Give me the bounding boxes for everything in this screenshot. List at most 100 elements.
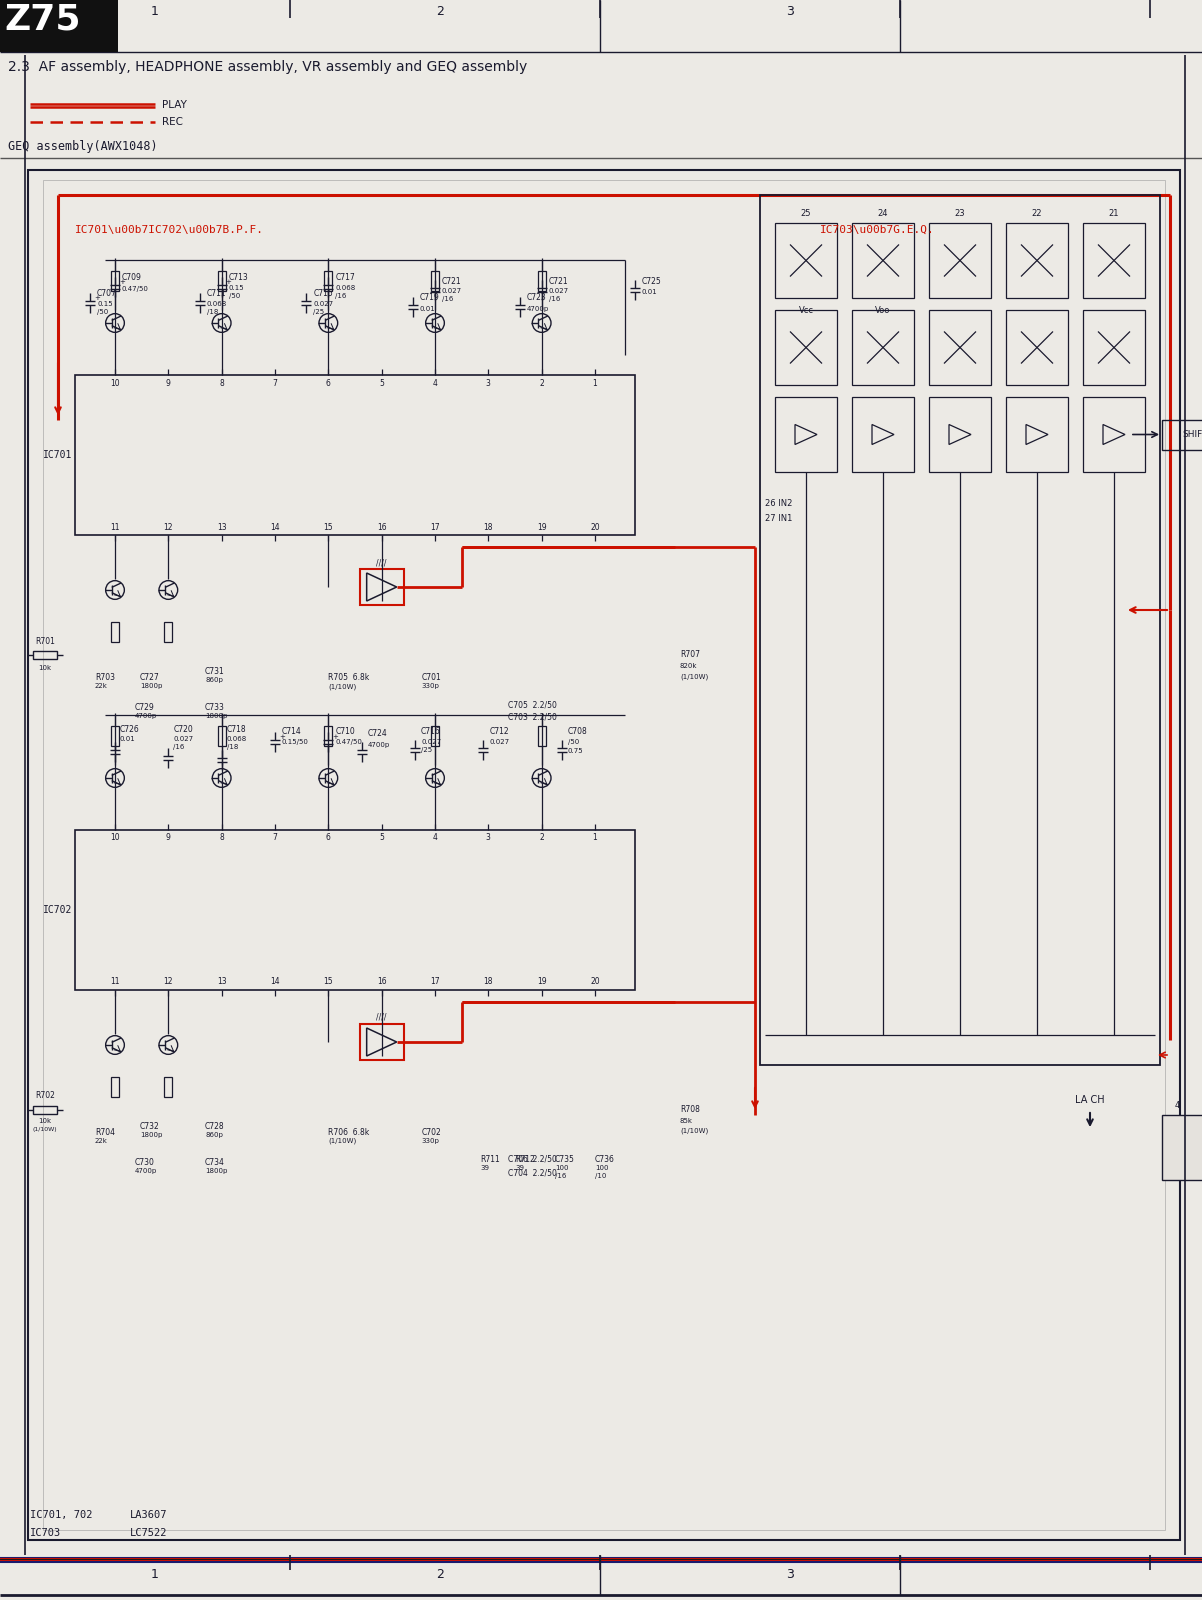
Text: 0.027: 0.027 [421, 739, 441, 746]
Text: LC7522: LC7522 [130, 1528, 167, 1538]
Text: 0.47/50: 0.47/50 [121, 286, 149, 291]
Text: C733: C733 [206, 702, 225, 712]
Text: C705  2.2/50: C705 2.2/50 [508, 701, 558, 709]
Text: 20: 20 [590, 523, 600, 531]
Text: C709: C709 [121, 272, 142, 282]
Bar [325, 726, 332, 746]
Text: C728: C728 [206, 1122, 225, 1131]
Text: /16: /16 [335, 293, 346, 299]
Text: C702: C702 [422, 1128, 441, 1138]
Text: 24: 24 [877, 208, 888, 218]
Text: C714: C714 [282, 728, 302, 736]
Text: 25: 25 [801, 208, 811, 218]
Text: /25: /25 [421, 747, 433, 754]
Text: (1/10W): (1/10W) [328, 1138, 357, 1144]
Text: /50: /50 [567, 739, 579, 746]
Text: 820k: 820k [680, 662, 697, 669]
Text: C723: C723 [526, 293, 547, 302]
Text: 1800p: 1800p [206, 714, 227, 718]
Bar [165, 1077, 172, 1098]
Text: 20: 20 [590, 978, 600, 987]
Text: 1800p: 1800p [139, 683, 162, 690]
Bar [760, 195, 1160, 1066]
Text: 14: 14 [270, 523, 280, 531]
Text: 4: 4 [1174, 1101, 1179, 1110]
Text: R704: R704 [95, 1128, 115, 1138]
Text: 6: 6 [326, 379, 331, 387]
Text: 0.47/50: 0.47/50 [335, 739, 362, 746]
Text: 330p: 330p [422, 683, 440, 690]
Bar [775, 222, 837, 298]
Text: C724: C724 [368, 730, 387, 739]
Text: 10k: 10k [38, 666, 52, 670]
Text: +: + [332, 734, 338, 739]
Text: 100: 100 [555, 1165, 569, 1171]
Text: ////: //// [376, 1013, 387, 1022]
Text: C732: C732 [139, 1122, 160, 1131]
Text: /50: /50 [228, 293, 240, 299]
Text: IC703: IC703 [30, 1528, 61, 1538]
Text: C711: C711 [207, 288, 226, 298]
Text: C720: C720 [173, 725, 194, 734]
Bar [75, 374, 635, 534]
Text: 1800p: 1800p [206, 1168, 227, 1174]
Text: 6: 6 [326, 834, 331, 843]
Text: C704  2.2/50: C704 2.2/50 [508, 1168, 558, 1178]
Text: 1: 1 [593, 834, 597, 843]
Text: C718: C718 [227, 725, 246, 734]
Text: R701: R701 [35, 637, 55, 645]
Text: 0.01: 0.01 [642, 290, 657, 294]
Text: 16: 16 [377, 523, 387, 531]
Text: 5: 5 [379, 834, 385, 843]
Text: 17: 17 [430, 523, 440, 531]
Text: SHIFT: SHIFT [1183, 430, 1202, 438]
Text: /16: /16 [548, 296, 560, 302]
Bar [929, 222, 990, 298]
Bar [1162, 419, 1202, 450]
Text: C708: C708 [567, 728, 588, 736]
Text: GEQ assembly(AWX1048): GEQ assembly(AWX1048) [8, 141, 157, 154]
Bar [852, 397, 914, 472]
Text: R706  6.8k: R706 6.8k [328, 1128, 369, 1138]
Text: C716: C716 [421, 728, 441, 736]
Bar [852, 310, 914, 386]
Text: 3: 3 [786, 1568, 795, 1581]
Text: 0.027: 0.027 [442, 288, 462, 294]
Text: 0.068: 0.068 [335, 285, 356, 291]
Bar [0, 0, 118, 51]
Text: 12: 12 [163, 523, 173, 531]
Text: 9: 9 [166, 834, 171, 843]
Bar [1083, 397, 1146, 472]
Text: 22k: 22k [95, 683, 108, 690]
Text: /50: /50 [97, 309, 108, 315]
Text: 11: 11 [111, 978, 120, 987]
Bar [775, 310, 837, 386]
Text: 27 IN1: 27 IN1 [764, 514, 792, 523]
Text: /18: /18 [227, 744, 238, 750]
Bar [218, 726, 226, 746]
Text: 7: 7 [273, 834, 278, 843]
Text: IC703\u00b7G.E.Q.: IC703\u00b7G.E.Q. [820, 226, 935, 235]
Bar [1083, 310, 1146, 386]
Text: 10: 10 [111, 379, 120, 387]
Bar [1006, 397, 1069, 472]
Text: REC: REC [162, 117, 183, 126]
Text: 13: 13 [216, 978, 226, 987]
Text: 0.068: 0.068 [227, 736, 246, 742]
Text: +: + [94, 294, 100, 301]
Text: 0.75: 0.75 [567, 749, 583, 754]
Text: 0.068: 0.068 [207, 301, 227, 307]
Text: 0.01: 0.01 [419, 306, 436, 312]
Text: 0.027: 0.027 [173, 736, 194, 742]
Text: 39: 39 [514, 1165, 524, 1171]
Text: C706  2.2/50: C706 2.2/50 [508, 1155, 558, 1165]
Text: C735: C735 [555, 1155, 575, 1165]
Text: 3: 3 [486, 834, 490, 843]
Text: 26 IN2: 26 IN2 [764, 499, 792, 509]
Text: LA CH: LA CH [1075, 1094, 1105, 1106]
Text: 1: 1 [593, 379, 597, 387]
Text: 4700p: 4700p [135, 714, 157, 718]
Text: /16: /16 [173, 744, 185, 750]
Text: 19: 19 [537, 978, 547, 987]
Text: 1: 1 [151, 1568, 159, 1581]
